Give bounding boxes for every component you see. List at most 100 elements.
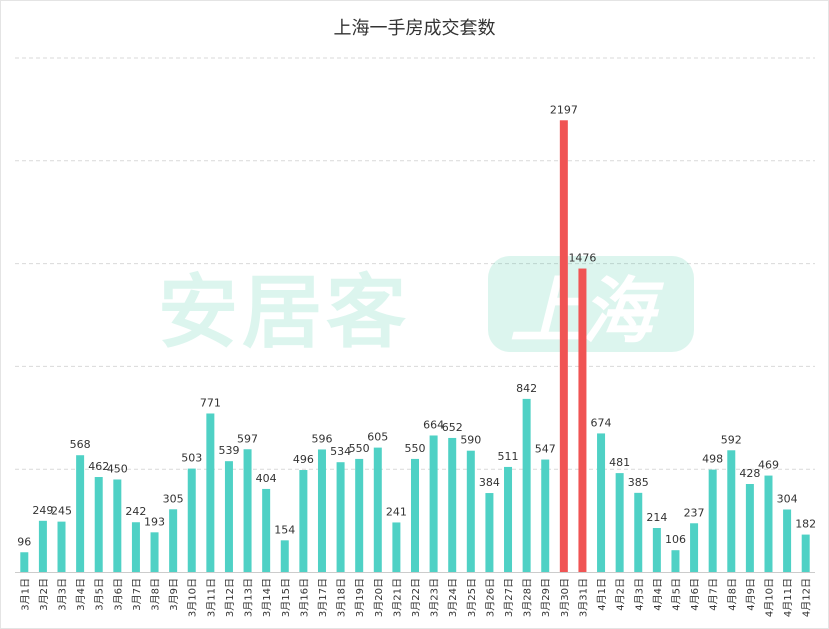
- bar: [392, 522, 401, 572]
- x-tick-label: 3月1日: [19, 578, 31, 611]
- bar: [243, 449, 252, 572]
- data-label: 547: [535, 443, 556, 456]
- data-label: 237: [684, 506, 705, 519]
- x-tick-label: 4月8日: [726, 578, 738, 611]
- x-tick-label: 3月8日: [150, 578, 162, 611]
- bar: [652, 528, 661, 572]
- x-tick-label: 3月5日: [94, 578, 106, 611]
- data-label: 511: [498, 450, 519, 463]
- bar: [708, 469, 717, 572]
- bar: [299, 470, 308, 572]
- x-tick-labels: 3月1日 3月2日 3月3日 3月4日 3月5日 3月6日 3月7日 3月8日 3月9日 3月10…: [19, 578, 812, 617]
- data-label: 842: [516, 382, 537, 395]
- data-label: 534: [330, 445, 351, 458]
- x-tick-label: 3月9日: [168, 578, 180, 611]
- bar: [578, 268, 587, 572]
- data-label: 498: [702, 453, 723, 466]
- data-label: 385: [628, 476, 649, 489]
- data-label: 503: [181, 452, 202, 465]
- bar: [336, 462, 345, 572]
- data-label: 305: [163, 492, 184, 505]
- bar: [57, 521, 66, 572]
- data-label: 469: [758, 459, 779, 472]
- bar: [187, 468, 196, 572]
- data-label: 550: [405, 442, 426, 455]
- x-tick-label: 3月19日: [354, 578, 366, 617]
- data-label: 771: [200, 396, 221, 409]
- bar: [690, 523, 699, 572]
- data-label: 592: [721, 433, 742, 446]
- data-label: 462: [88, 460, 109, 473]
- data-label: 652: [442, 421, 463, 434]
- data-label: 106: [665, 533, 686, 546]
- x-tick-label: 4月4日: [652, 578, 664, 611]
- x-tick-label: 3月2日: [38, 578, 50, 611]
- bar: [745, 484, 754, 572]
- bar: [522, 398, 531, 572]
- data-label: 193: [144, 515, 165, 528]
- data-label: 304: [777, 492, 798, 505]
- grid-lines: [15, 57, 815, 470]
- x-tick-label: 3月28日: [522, 578, 534, 617]
- data-label: 249: [32, 504, 53, 517]
- bar: [764, 475, 773, 572]
- watermark-text: 安居客: [158, 266, 410, 359]
- bar: [38, 520, 47, 572]
- x-tick-label: 4月2日: [615, 578, 627, 611]
- x-tick-label: 3月30日: [559, 578, 571, 617]
- data-label: 664: [423, 418, 444, 431]
- data-label: 242: [125, 505, 146, 518]
- bar: [448, 437, 457, 572]
- bar: [224, 461, 233, 572]
- watermark-badge-text: 上海: [510, 269, 665, 353]
- x-tick-label: 3月3日: [57, 578, 69, 611]
- data-label: 154: [274, 523, 295, 536]
- bar: [485, 493, 494, 572]
- data-label: 605: [367, 431, 388, 444]
- bar: [373, 447, 382, 572]
- x-tick-label: 3月6日: [112, 578, 124, 611]
- x-tick-label: 3月24日: [447, 578, 459, 617]
- data-label: 450: [107, 462, 128, 475]
- x-tick-label: 3月7日: [131, 578, 143, 611]
- x-tick-label: 4月3日: [633, 578, 645, 611]
- x-tick-label: 4月10日: [763, 578, 775, 617]
- bar: [466, 450, 475, 572]
- x-tick-label: 3月11日: [205, 578, 217, 617]
- x-tick-label: 4月1日: [596, 578, 608, 611]
- bar: [597, 433, 606, 572]
- bar: [411, 458, 419, 572]
- watermark-badge: [488, 256, 694, 352]
- x-tick-label: 3月23日: [429, 578, 441, 617]
- bar: [150, 532, 159, 572]
- data-label: 214: [646, 511, 667, 524]
- data-label: 597: [237, 432, 258, 445]
- x-tick-label: 3月25日: [466, 578, 478, 617]
- bar: [559, 120, 568, 572]
- data-label: 245: [51, 505, 72, 518]
- bar: [317, 449, 326, 572]
- x-tick-label: 4月7日: [708, 578, 720, 611]
- data-label: 674: [591, 416, 612, 429]
- data-label: 241: [386, 505, 407, 518]
- x-tick-label: 3月16日: [298, 578, 310, 617]
- bar: [615, 473, 624, 572]
- bar: [113, 479, 122, 572]
- bar: [280, 540, 289, 572]
- x-tick-label: 3月18日: [336, 578, 348, 617]
- x-tick-label: 3月21日: [391, 578, 403, 617]
- x-tick-label: 3月27日: [503, 578, 515, 617]
- data-label: 550: [349, 442, 370, 455]
- bar: [169, 509, 178, 572]
- x-tick-label: 3月13日: [243, 578, 255, 617]
- x-tick-label: 4月12日: [801, 578, 813, 617]
- bar: [727, 450, 736, 572]
- data-label: 496: [293, 453, 314, 466]
- x-tick-label: 3月12日: [224, 578, 236, 617]
- bar: [634, 492, 643, 572]
- data-label: 590: [460, 434, 481, 447]
- data-label: 481: [609, 456, 630, 469]
- bar: [429, 435, 438, 572]
- data-label: 96: [17, 535, 31, 548]
